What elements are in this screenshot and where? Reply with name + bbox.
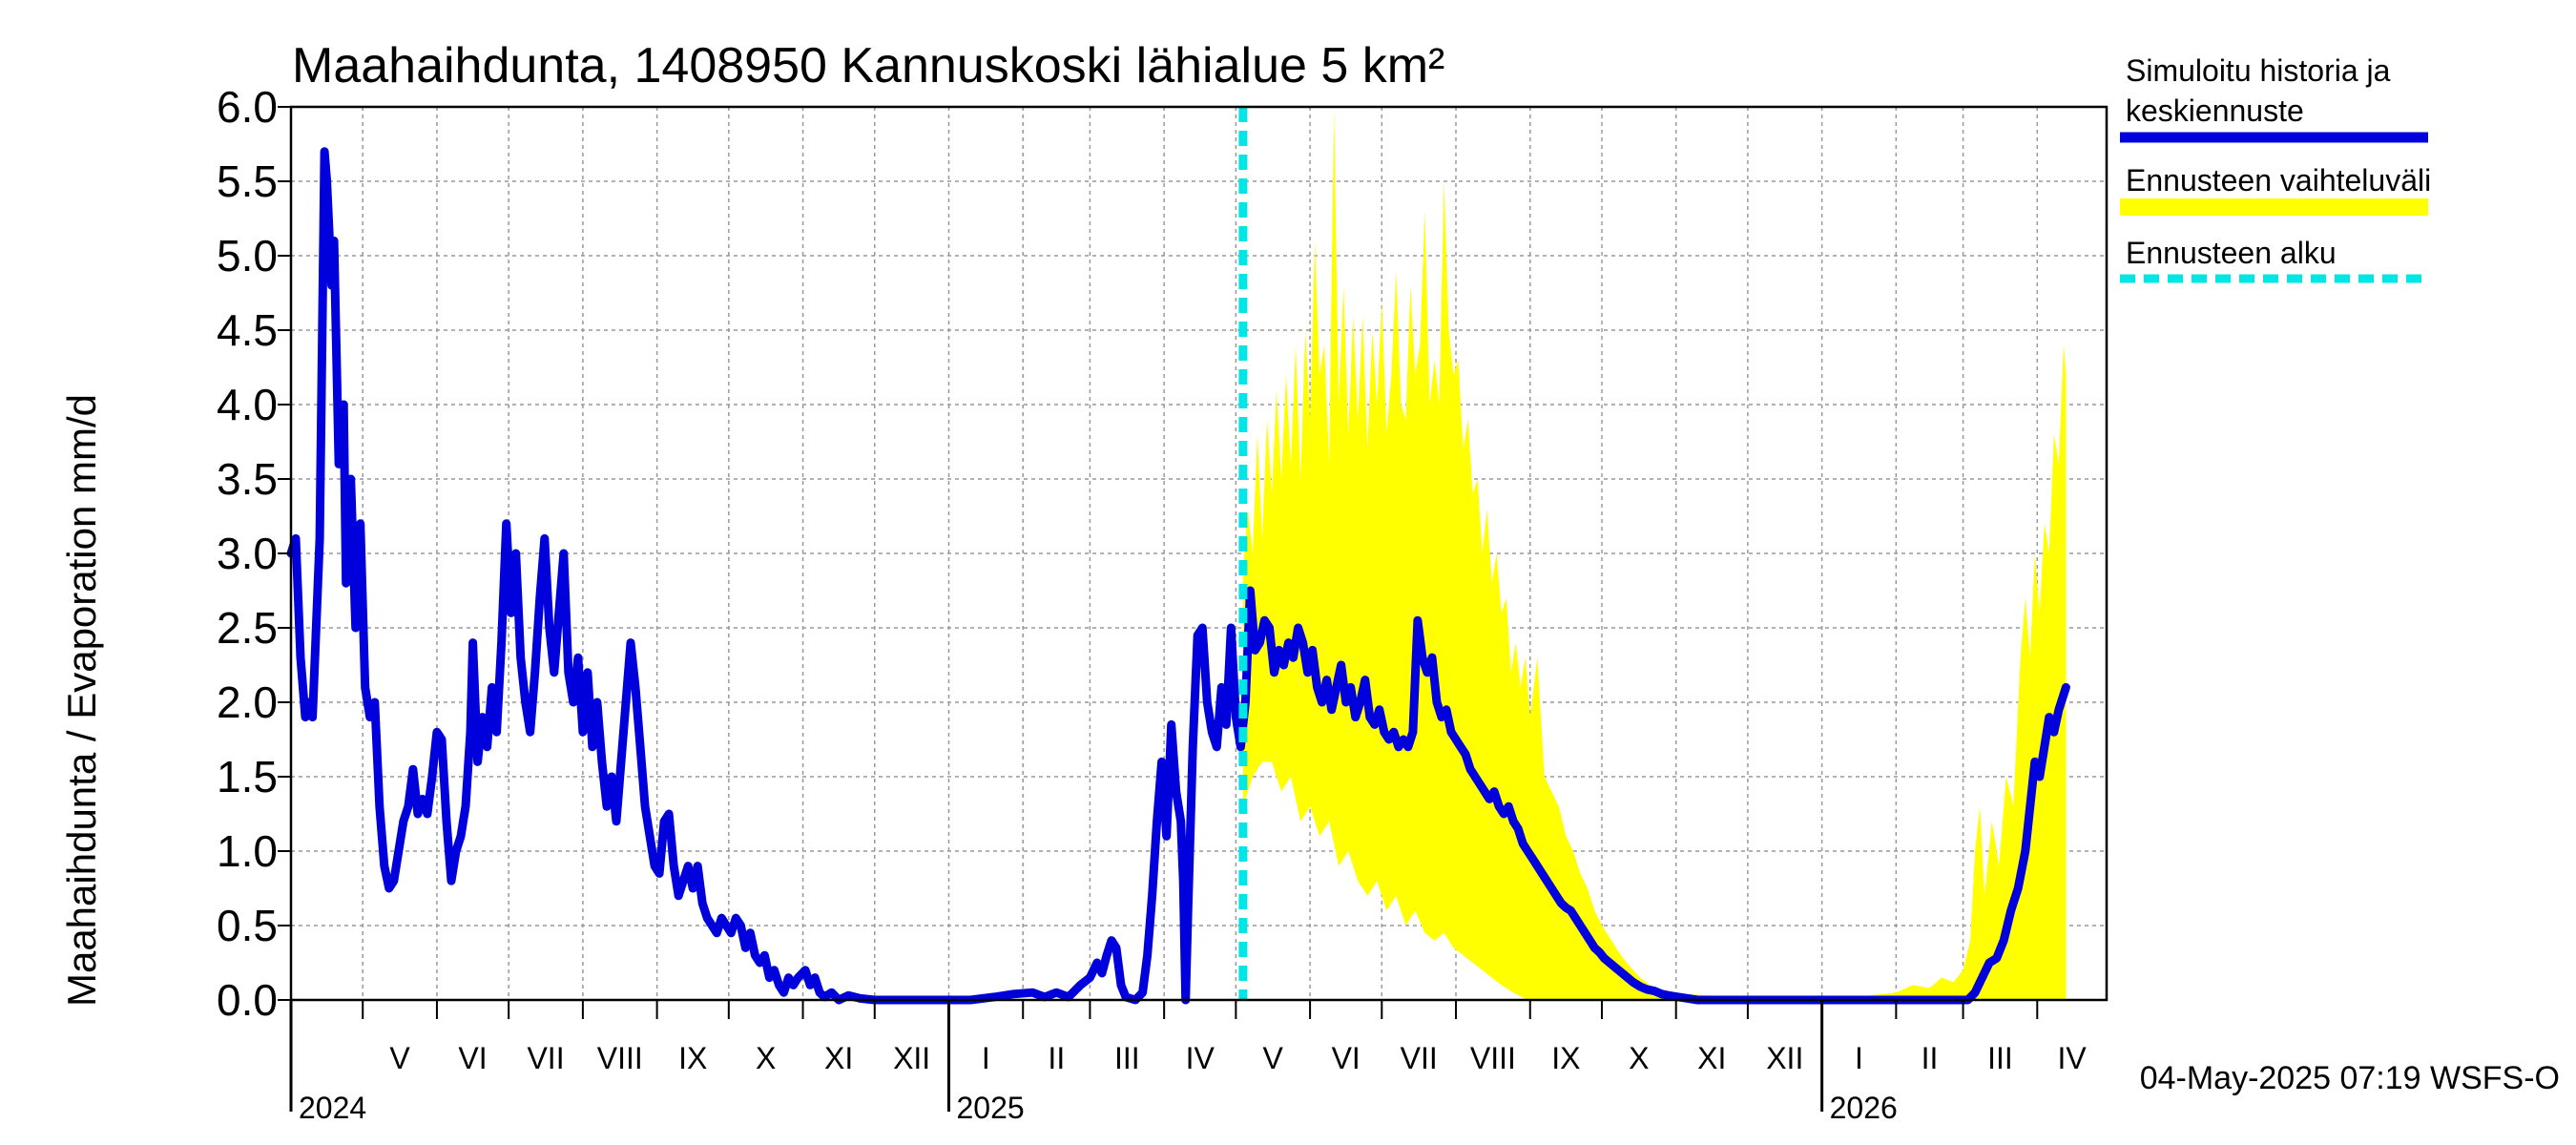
chart-title: Maahaihdunta, 1408950 Kannuskoski lähial…	[292, 38, 1444, 94]
x-month-label: IV	[1186, 1041, 1215, 1075]
y-tick-label: 4.0	[217, 380, 278, 429]
grid-layer	[291, 106, 2107, 1001]
y-tick-label: 6.0	[217, 82, 278, 132]
x-month-label: V	[1263, 1041, 1284, 1075]
x-month-label: XII	[1766, 1041, 1803, 1075]
y-tick-label: 1.0	[217, 826, 278, 876]
x-year-label: 2024	[299, 1091, 366, 1125]
plot-frame	[289, 105, 2109, 1002]
y-tick-label: 4.5	[217, 305, 278, 355]
history-line-layer	[286, 147, 2070, 1005]
history-mean-line	[286, 147, 2070, 1005]
x-month-label: V	[389, 1041, 410, 1075]
legend-history-label-line2: keskiennuste	[2126, 94, 2304, 128]
x-year-label: 2026	[1830, 1091, 1898, 1125]
y-tick-label: 5.5	[217, 156, 278, 206]
legend-range-label: Ennusteen vaihteluväli	[2126, 163, 2431, 198]
x-month-label: II	[1048, 1041, 1065, 1075]
x-month-label: XI	[1697, 1041, 1726, 1075]
y-tick-label: 0.5	[217, 901, 278, 950]
x-month-label: III	[1987, 1041, 2013, 1075]
x-month-label: IV	[2058, 1041, 2088, 1075]
x-month-label: XII	[893, 1041, 930, 1075]
x-month-label: VI	[458, 1041, 487, 1075]
y-tick-label: 2.0	[217, 677, 278, 727]
y-tick-label: 1.5	[217, 752, 278, 802]
x-month-label: I	[1855, 1041, 1863, 1075]
x-month-label: VI	[1332, 1041, 1361, 1075]
legend: Simuloitu historia ja keskiennuste Ennus…	[2120, 53, 2431, 283]
x-month-label: III	[1114, 1041, 1140, 1075]
x-year-label: 2025	[956, 1091, 1024, 1125]
y-tick-label: 0.0	[217, 975, 278, 1025]
y-tick-label: 3.0	[217, 529, 278, 578]
legend-history-label-line1: Simuloitu historia ja	[2126, 53, 2391, 88]
x-month-label: XI	[824, 1041, 853, 1075]
x-month-label: I	[982, 1041, 990, 1075]
x-month-label: VIII	[597, 1041, 643, 1075]
y-tick-label: 5.0	[217, 231, 278, 281]
forecast-range-band	[1242, 107, 2067, 1000]
x-month-label: X	[756, 1041, 776, 1075]
x-month-label: X	[1629, 1041, 1649, 1075]
footer-timestamp: 04-May-2025 07:19 WSFS-O	[2140, 1060, 2560, 1096]
x-month-label: IX	[678, 1041, 707, 1075]
x-month-label: II	[1922, 1041, 1939, 1075]
x-month-label: IX	[1551, 1041, 1580, 1075]
legend-forecast-start-label: Ennusteen alku	[2126, 236, 2337, 270]
axis-layer	[278, 105, 2109, 1112]
x-month-label: VII	[527, 1041, 564, 1075]
x-month-label: VII	[1401, 1041, 1438, 1075]
y-tick-label: 3.5	[217, 454, 278, 504]
y-axis-label: Maahaihdunta / Evaporation mm/d	[59, 394, 104, 1007]
y-tick-label: 2.5	[217, 603, 278, 653]
x-month-label: VIII	[1470, 1041, 1516, 1075]
forecast-range-layer	[1242, 107, 2067, 1000]
tick-label-layer: 0.0 0.5 1.0 1.5 2.0 2.5 3.0 3.5 4.0 4.5 5.0 5.5 6.0 V…	[217, 82, 2087, 1125]
